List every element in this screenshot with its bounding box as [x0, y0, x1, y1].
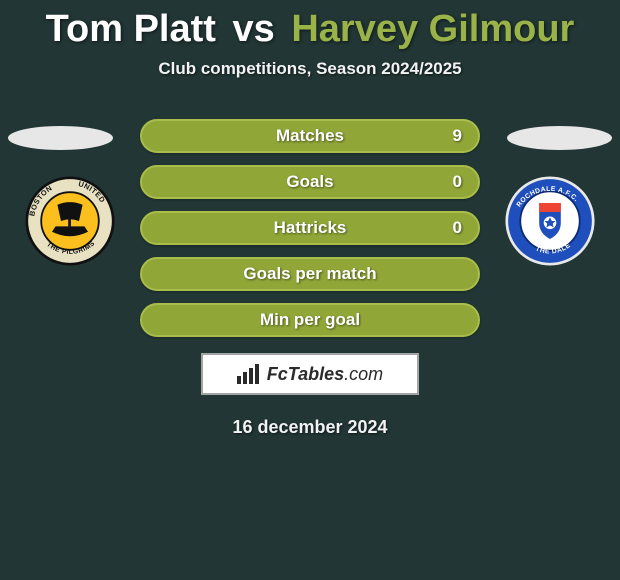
bars-icon [237, 364, 261, 384]
stat-label: Goals [286, 172, 333, 192]
stat-right-value: 9 [453, 126, 462, 146]
stat-right-value: 0 [453, 218, 462, 238]
vs-label: vs [233, 8, 275, 50]
brand-box: FcTables.com [201, 353, 419, 395]
stat-bar: Hattricks 0 [140, 211, 480, 245]
stat-label: Hattricks [274, 218, 347, 238]
stat-label: Min per goal [260, 310, 360, 330]
stat-row: Matches 9 [0, 117, 620, 155]
stat-right-value: 0 [453, 172, 462, 192]
stats-list: Matches 9 Goals 0 Hattricks 0 Goals per … [0, 117, 620, 339]
stat-bar: Goals 0 [140, 165, 480, 199]
player2-name: Harvey Gilmour [291, 8, 574, 50]
subtitle: Club competitions, Season 2024/2025 [0, 59, 620, 79]
brand-main: FcTables [267, 364, 344, 384]
stat-label: Matches [276, 126, 344, 146]
date-label: 16 december 2024 [0, 417, 620, 438]
player1-name: Tom Platt [46, 8, 216, 50]
stat-bar: Matches 9 [140, 119, 480, 153]
stat-row: Hattricks 0 [0, 209, 620, 247]
brand-suffix: .com [344, 364, 383, 384]
page-title: Tom Platt vs Harvey Gilmour [0, 0, 620, 51]
stat-label: Goals per match [243, 264, 376, 284]
stat-row: Goals per match [0, 255, 620, 293]
brand-text: FcTables.com [267, 364, 383, 385]
stat-bar: Goals per match [140, 257, 480, 291]
stat-bar: Min per goal [140, 303, 480, 337]
stat-row: Min per goal [0, 301, 620, 339]
stat-row: Goals 0 [0, 163, 620, 201]
